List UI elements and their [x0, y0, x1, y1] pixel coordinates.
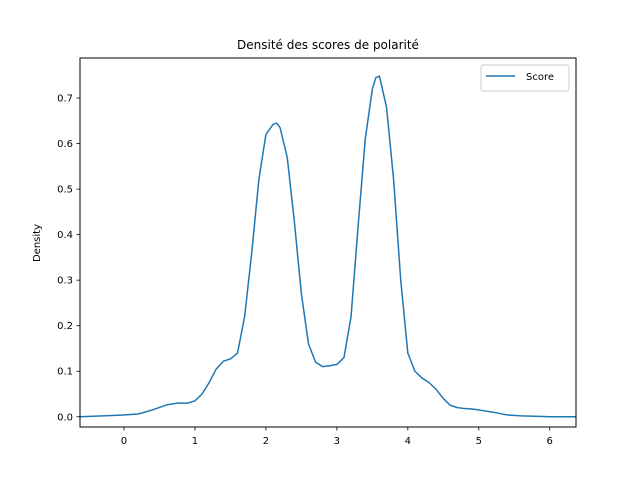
y-tick-label: 0.7: [57, 94, 73, 105]
y-tick-label: 0.3: [57, 276, 73, 287]
x-tick-label: 3: [334, 436, 340, 447]
y-tick-label: 0.2: [57, 321, 73, 332]
x-tick-label: 0: [121, 436, 127, 447]
series-line-score: [79, 75, 577, 418]
y-tick-label: 0.1: [57, 367, 73, 378]
x-tick-label: 1: [192, 436, 198, 447]
y-tick-label: 0.4: [57, 230, 73, 241]
chart-title: Densité des scores de polarité: [237, 38, 419, 52]
y-axis-label: Density: [32, 224, 43, 262]
y-tick-label: 0.6: [57, 139, 73, 150]
legend-box: [480, 64, 570, 92]
plot-frame: [79, 57, 577, 428]
y-tick-label: 0.5: [57, 185, 73, 196]
legend-label-score: Score: [526, 72, 554, 83]
x-tick-label: 5: [476, 436, 482, 447]
y-tick-label: 0.0: [57, 412, 73, 423]
x-tick-label: 2: [263, 436, 269, 447]
legend: Score: [480, 64, 570, 92]
x-tick-label: 4: [405, 436, 411, 447]
x-tick-label: 6: [547, 436, 553, 447]
